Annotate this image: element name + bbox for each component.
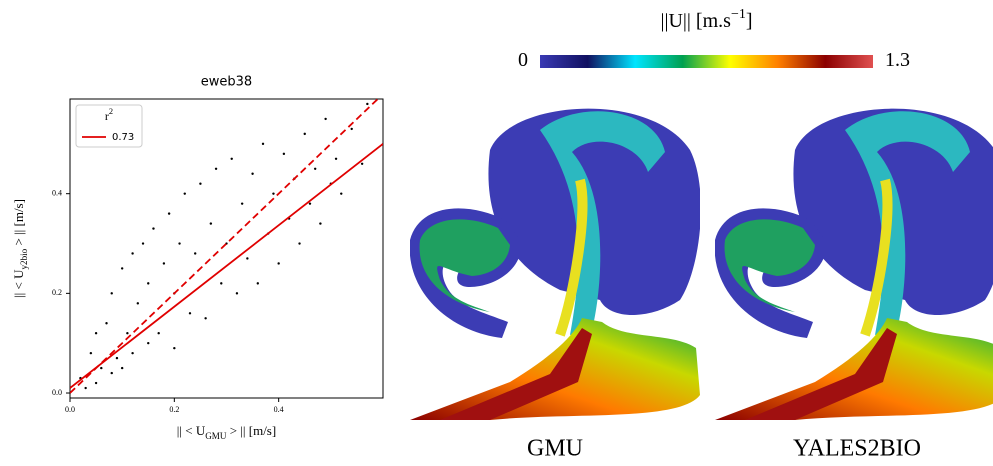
- x-tick-label: 0.0: [65, 405, 75, 414]
- point: [308, 202, 312, 205]
- point: [366, 102, 369, 106]
- point: [277, 262, 280, 265]
- point: [194, 252, 197, 255]
- point: [120, 267, 124, 270]
- point: [235, 292, 239, 295]
- colorbar-title: ||U|| [m.s−1]: [660, 7, 752, 32]
- legend-title-part: 2: [109, 107, 113, 116]
- point: [105, 322, 108, 325]
- point: [214, 167, 218, 170]
- point: [334, 157, 338, 160]
- colorbar-title-part: ]: [746, 10, 753, 32]
- plot-area: [70, 99, 383, 394]
- point: [94, 332, 98, 335]
- x-tick-label: 0.4: [274, 405, 284, 414]
- point: [319, 222, 322, 225]
- point: [131, 351, 134, 355]
- y-tick-label: 0.0: [52, 388, 62, 397]
- point: [256, 282, 259, 285]
- point: [147, 341, 150, 345]
- colorbar-title-part: −1: [731, 7, 746, 22]
- point: [131, 252, 134, 255]
- point: [261, 142, 265, 146]
- x-axis-label: || < UGMU > || [m/s]: [177, 423, 276, 441]
- point: [209, 222, 213, 225]
- chart-title: eweb38: [201, 75, 252, 90]
- point: [246, 257, 249, 260]
- point: [152, 227, 155, 230]
- flow-field: [410, 109, 701, 420]
- point: [324, 117, 327, 121]
- point: [157, 332, 160, 335]
- point: [94, 381, 98, 385]
- x-axis-label-part: GMU: [205, 431, 227, 441]
- flow-field: [715, 109, 993, 420]
- point: [178, 242, 181, 245]
- colorbar: [540, 55, 873, 68]
- x-axis-label-part: || < U: [177, 423, 206, 438]
- x-tick-label: 0.2: [169, 405, 179, 414]
- y-axis-label: || < Uy2bio > || [m/s]: [11, 199, 29, 298]
- fit-line: [70, 143, 383, 389]
- point: [282, 152, 286, 156]
- x-axis-label-part: > || [m/s]: [226, 423, 276, 438]
- point: [251, 172, 254, 175]
- point: [115, 356, 119, 360]
- point: [272, 192, 275, 195]
- point: [313, 167, 317, 170]
- point: [136, 302, 140, 305]
- y-axis-label-part: || < U: [11, 269, 26, 298]
- point: [126, 332, 129, 335]
- fit-line: [70, 99, 379, 394]
- point: [89, 351, 93, 355]
- point: [220, 282, 223, 285]
- y-axis-label-part: y2bio: [19, 248, 29, 269]
- legend-label: 0.73: [112, 132, 134, 143]
- point: [147, 282, 150, 285]
- point: [173, 346, 176, 350]
- point: [303, 132, 306, 136]
- point: [298, 242, 301, 245]
- point: [110, 371, 113, 375]
- point: [240, 202, 244, 205]
- point: [183, 192, 186, 195]
- colorbar-tick-label: 0: [518, 49, 528, 71]
- axes-frame: [69, 98, 384, 399]
- y-tick-label: 0.4: [52, 189, 62, 198]
- point: [84, 386, 87, 390]
- panel-label: GMU: [527, 436, 583, 462]
- point: [350, 127, 353, 131]
- point: [188, 312, 192, 315]
- colorbar-title-part: ||U|| [m.s: [660, 10, 731, 32]
- point: [360, 162, 364, 165]
- panel-label: YALES2BIO: [793, 436, 921, 462]
- y-tick-label: 0.2: [52, 288, 62, 297]
- point: [230, 157, 233, 160]
- colorbar-tick-label: 1.3: [885, 49, 910, 71]
- point: [162, 262, 166, 265]
- legend-title: r2: [105, 107, 113, 122]
- point: [199, 182, 202, 185]
- point: [120, 366, 124, 370]
- point: [100, 366, 103, 370]
- point: [141, 242, 145, 245]
- point: [167, 212, 171, 215]
- point: [340, 192, 343, 195]
- point: [204, 317, 207, 320]
- legend-title-part: r: [105, 109, 109, 123]
- y-axis-label-part: > || [m/s]: [11, 199, 26, 249]
- point: [110, 292, 113, 295]
